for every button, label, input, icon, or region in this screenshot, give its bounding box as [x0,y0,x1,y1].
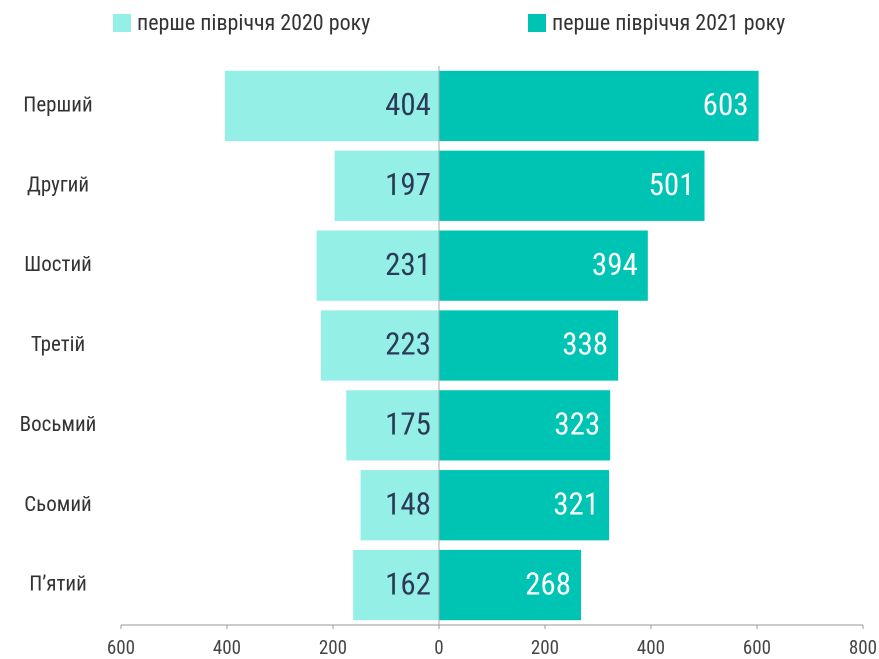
value-label: 223 [385,326,431,363]
legend-label: перше півріччя 2020 року [137,11,370,36]
category-label: Перший [23,93,92,117]
x-tick-label: 800 [849,636,877,659]
value-label: 501 [649,166,695,203]
value-label: 148 [385,485,431,522]
bar [316,230,439,301]
bar [320,310,439,381]
bar [439,470,610,541]
legend-swatch [528,14,546,32]
bar [439,70,759,142]
bar [360,470,439,541]
x-tick-label: 200 [319,636,347,659]
legend-label: перше півріччя 2021 року [552,11,785,36]
legend-swatch [113,14,131,32]
category-label: П’ятий [29,573,87,597]
value-label: 338 [562,326,608,363]
x-tick-label: 600 [743,636,771,659]
value-label: 394 [592,246,638,283]
x-tick-label: 400 [213,636,241,659]
bar [334,150,439,221]
value-label: 404 [385,86,431,123]
value-label: 323 [554,406,600,443]
x-tick-label: 600 [107,636,135,659]
bar [346,390,439,461]
category-label: Восьмий [20,413,97,437]
bar [439,310,619,381]
category-label: Шостий [24,253,92,277]
bar [224,70,439,142]
value-label: 268 [525,565,571,602]
value-label: 162 [385,565,431,602]
x-tick-label: 400 [637,636,665,659]
category-label: Сьомий [24,493,91,517]
value-label: 175 [385,406,431,443]
value-label: 321 [553,485,599,522]
category-label: Другий [27,173,89,197]
x-tick-label: 200 [531,636,559,659]
bar [439,150,705,221]
bar [439,390,611,461]
category-label: Третій [31,333,85,357]
bar [353,549,439,621]
x-tick-label: 0 [434,636,443,659]
value-label: 231 [385,246,431,283]
bar [439,549,582,621]
value-label: 603 [703,86,749,123]
bar [439,230,648,301]
value-label: 197 [385,166,431,203]
